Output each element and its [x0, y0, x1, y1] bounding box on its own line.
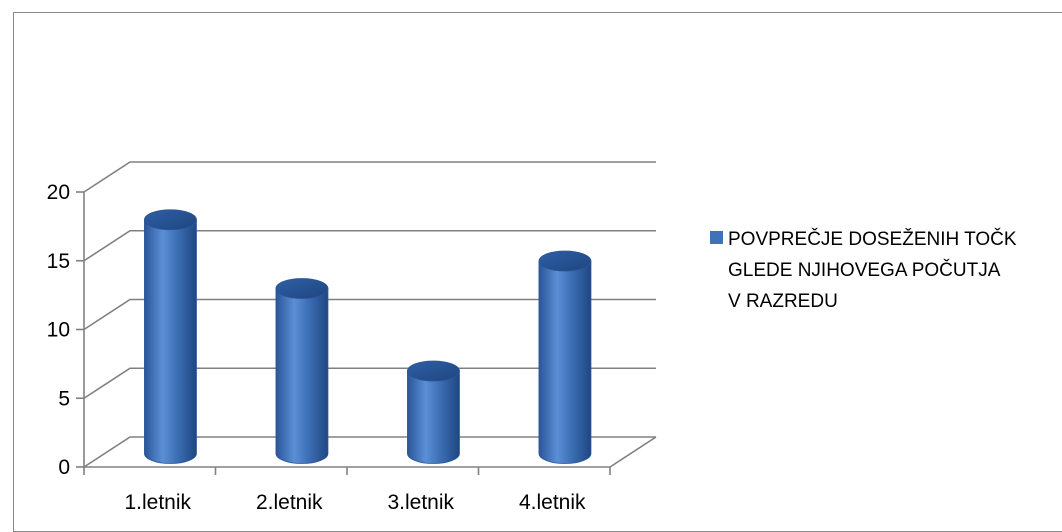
gridline — [83, 229, 656, 262]
x-tick-label: 2.letnik — [256, 491, 323, 514]
y-tick-labels: 0 5 10 15 20 — [47, 181, 70, 479]
x-tick-label: 1.letnik — [124, 491, 191, 514]
axes — [76, 191, 657, 475]
bars — [144, 209, 592, 464]
gridline — [83, 367, 656, 399]
gridline — [83, 436, 656, 468]
y-tick-label: 20 — [47, 181, 70, 204]
x-tick-labels: 1.letnik 2.letnik 3.letnik 4.letnik — [124, 491, 586, 514]
y-tick-label: 0 — [58, 456, 70, 479]
legend-line-1: POVPREČJE DOSEŽENIH TOČK — [728, 228, 1017, 250]
bar — [538, 250, 592, 464]
y-tick-label: 5 — [58, 387, 70, 410]
x-tick-label: 3.letnik — [387, 491, 454, 514]
legend: POVPREČJE DOSEŽENIH TOČK GLEDE NJIHOVEGA… — [710, 228, 1017, 312]
bar-chart: 0 5 10 15 20 1.letnik 2.letnik 3.letnik 4.letni… — [47, 161, 1017, 514]
legend-line-2: GLEDE NJIHOVEGA POČUTJA — [728, 259, 1001, 281]
y-tick-label: 15 — [47, 250, 70, 273]
y-tick-label: 10 — [47, 319, 70, 342]
gridline — [83, 298, 656, 331]
legend-swatch — [710, 231, 723, 244]
legend-line-3: V RAZREDU — [728, 291, 838, 312]
x-tick-label: 4.letnik — [519, 491, 586, 514]
gridline — [83, 161, 656, 193]
bar — [144, 209, 197, 464]
bar — [407, 360, 460, 464]
bar — [275, 278, 329, 464]
gridlines — [83, 161, 656, 468]
